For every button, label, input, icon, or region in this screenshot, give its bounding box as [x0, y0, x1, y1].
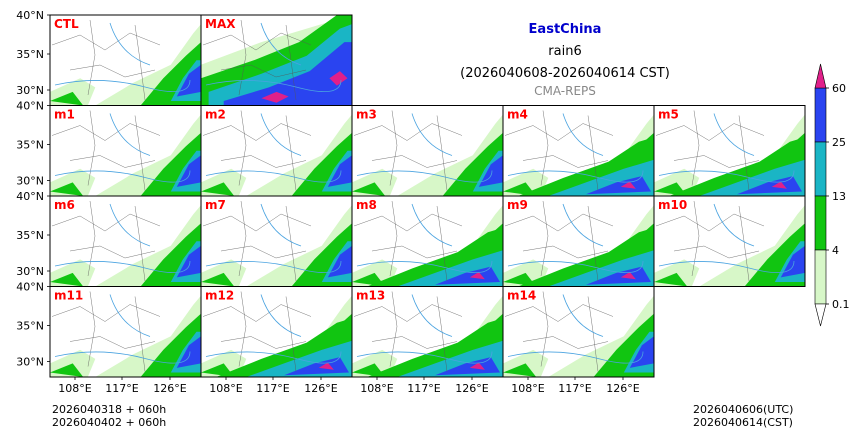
map-panel: m11: [49, 286, 202, 378]
lon-tick-label: 126°E: [153, 382, 186, 395]
init-time-2: 2026040402 + 060h: [52, 416, 167, 429]
colorbar-level-label: 25: [832, 136, 846, 149]
panel-label: m14: [507, 289, 536, 303]
lat-tick-label: 40°N: [16, 190, 44, 203]
lat-tick-label: 35°N: [16, 229, 44, 242]
valid-time-cst: 2026040614(CST): [693, 416, 793, 429]
map-panel: m9: [502, 195, 655, 287]
panel-label: m6: [54, 198, 75, 212]
colorbar-level-label: 60: [832, 82, 846, 95]
map-panel: m3: [351, 105, 504, 197]
lon-tick-label: 117°E: [256, 382, 289, 395]
lat-tick-label: 40°N: [16, 100, 44, 113]
colorbar: 0.1 4 13 25 60: [814, 63, 850, 327]
lat-tick-label: 30°N: [16, 84, 44, 97]
colorbar-over-arrow: [814, 63, 827, 89]
map-panel: m12: [200, 286, 353, 378]
panel-label: m13: [356, 289, 385, 303]
valid-time-utc: 2026040606(UTC): [693, 403, 794, 416]
panel-label: m8: [356, 198, 377, 212]
panel-label: m5: [658, 108, 679, 122]
panel-label: MAX: [205, 17, 236, 31]
model-name: CMA-REPS: [534, 84, 596, 98]
region-title: EastChina: [528, 22, 602, 37]
map-panel: m13: [351, 286, 504, 378]
map-panel: m10: [653, 195, 806, 287]
map-panel: m5: [653, 105, 806, 197]
lon-tick-label: 117°E: [105, 382, 138, 395]
panel-label: m9: [507, 198, 528, 212]
panel-label: CTL: [54, 17, 79, 31]
lon-tick-label: 108°E: [209, 382, 242, 395]
colorbar-level-label: 13: [832, 190, 846, 203]
panel-label: m1: [54, 108, 75, 122]
lon-tick-label: 117°E: [407, 382, 440, 395]
map-panel: m2: [200, 105, 353, 197]
lat-tick-label: 35°N: [16, 139, 44, 152]
colorbar-level-label: 4: [832, 244, 839, 257]
lat-tick-label: 35°N: [16, 48, 44, 61]
lat-tick-label: 30°N: [16, 265, 44, 278]
panel-label: m4: [507, 108, 528, 122]
colorbar-segment: [814, 249, 827, 305]
lat-tick-label: 30°N: [16, 175, 44, 188]
lat-tick-label: 40°N: [16, 281, 44, 294]
lon-tick-label: 126°E: [606, 382, 639, 395]
map-panel: m14: [502, 286, 655, 378]
colorbar-segment: [814, 195, 827, 251]
variable-title: rain6: [548, 44, 582, 59]
init-time-1: 2026040318 + 060h: [52, 403, 167, 416]
map-panel: m1: [49, 105, 202, 197]
lon-tick-label: 126°E: [304, 382, 337, 395]
map-panel: m8: [351, 195, 504, 287]
lon-tick-label: 108°E: [511, 382, 544, 395]
lon-tick-label: 108°E: [360, 382, 393, 395]
panel-label: m11: [54, 289, 83, 303]
panel-label: m2: [205, 108, 226, 122]
lat-tick-label: 40°N: [16, 9, 44, 22]
map-panel: MAX: [200, 14, 353, 106]
map-panel: m4: [502, 105, 655, 197]
lat-tick-label: 35°N: [16, 320, 44, 333]
map-panel: m7: [200, 195, 353, 287]
lon-tick-label: 108°E: [58, 382, 91, 395]
colorbar-under-arrow: [814, 303, 827, 327]
lon-tick-label: 126°E: [455, 382, 488, 395]
period-title: (2026040608-2026040614 CST): [460, 66, 670, 81]
colorbar-segment: [814, 87, 827, 143]
panel-label: m10: [658, 198, 687, 212]
colorbar-segment: [814, 141, 827, 197]
map-panel: CTL: [49, 14, 202, 106]
lat-tick-label: 30°N: [16, 356, 44, 369]
panel-label: m3: [356, 108, 377, 122]
lon-tick-label: 117°E: [558, 382, 591, 395]
panel-label: m7: [205, 198, 226, 212]
colorbar-level-label: 0.1: [832, 298, 850, 311]
panel-label: m12: [205, 289, 234, 303]
map-panel: m6: [49, 195, 202, 287]
